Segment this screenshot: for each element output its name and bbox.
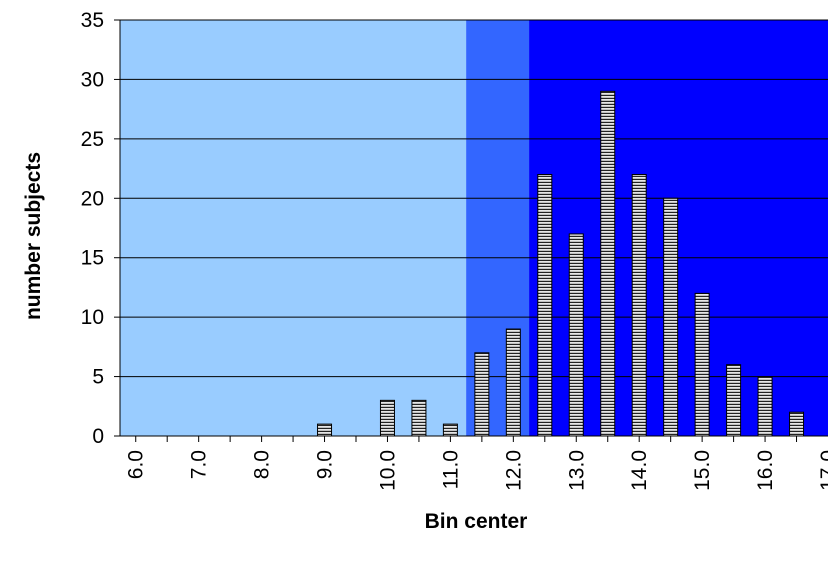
x-tick-labels: 6.0 7.0 8.0 9.0 10.0 11.0 12.0 13.0 14.0 15.0 16.0…: [125, 450, 828, 491]
bar-13.5: [600, 90, 616, 437]
x-tick-label: 6.0: [125, 450, 148, 479]
x-tick-label: 9.0: [314, 450, 337, 479]
background-band-1: [120, 20, 467, 436]
y-tick-label: 15: [81, 247, 104, 270]
x-tick-label: 8.0: [251, 450, 274, 479]
bar-10.0: [379, 399, 395, 437]
background-bands: [120, 20, 828, 436]
bar-9.0: [317, 423, 333, 437]
y-tick-labels: 0 5 10 15 20 25 30 35: [81, 9, 104, 448]
y-tick-label: 0: [92, 425, 104, 448]
bar-11.0: [442, 423, 458, 437]
bar-12.0: [505, 328, 521, 437]
bar-14.5: [663, 197, 679, 437]
x-tick-label: 14.0: [628, 450, 651, 491]
x-tick-label: 13.0: [565, 450, 588, 491]
bar-11.5: [474, 352, 490, 437]
gridlines: [120, 19, 828, 378]
y-tick-label: 5: [92, 366, 104, 389]
bar-16.0: [757, 376, 773, 437]
bar-12.5: [537, 174, 553, 437]
y-tick-label: 10: [81, 306, 104, 329]
axes: [114, 19, 828, 442]
x-axis-title: Bin center: [425, 510, 528, 533]
x-tick-label: 12.0: [502, 450, 525, 491]
bar-16.5: [789, 411, 805, 437]
x-tick-label: 11.0: [439, 450, 462, 489]
y-tick-label: 25: [81, 128, 104, 151]
x-tick-label: 17.0: [817, 450, 828, 491]
y-tick-label: 20: [81, 187, 104, 210]
x-tick-label: 16.0: [754, 450, 777, 491]
y-tick-label: 30: [81, 68, 104, 91]
bar-15.5: [726, 364, 742, 437]
bar-13.0: [568, 233, 584, 437]
y-axis-title: number subjects: [22, 152, 45, 320]
x-tick-label: 7.0: [188, 450, 211, 479]
x-tick-label: 10.0: [376, 450, 399, 491]
x-tick-label: 15.0: [691, 450, 714, 491]
y-tick-label: 35: [81, 9, 104, 32]
bar-15.0: [694, 292, 710, 437]
bar-14.0: [631, 174, 647, 437]
bars: [317, 90, 805, 437]
bar-10.5: [411, 399, 427, 437]
